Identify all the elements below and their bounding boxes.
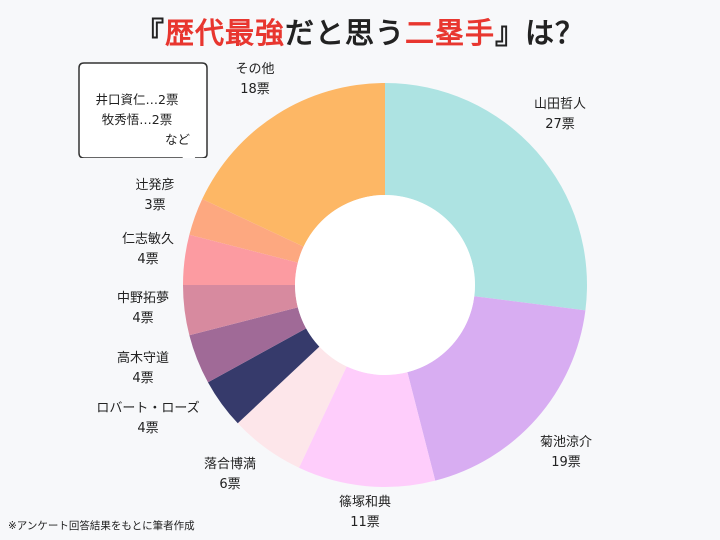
donut-slice — [183, 234, 298, 285]
slice-value-label: 18票 — [240, 82, 270, 97]
title-highlight-1: 歴代最強 — [164, 16, 285, 50]
chart-title: 『歴代最強だと思う二塁手』は？ — [0, 10, 720, 52]
slice-label: 仁志敏久 — [122, 232, 174, 247]
callout-text: 井口資仁…2票 牧秀悟…2票 など — [80, 90, 194, 150]
donut-slice — [183, 285, 298, 336]
donut-slice — [237, 346, 347, 468]
donut-slice — [202, 82, 385, 247]
title-suffix: 』は？ — [495, 16, 586, 50]
slice-value-label: 4票 — [132, 311, 153, 326]
donut-slice — [407, 296, 586, 481]
slice-value-label: 19票 — [551, 455, 581, 470]
slice-value-label: 4票 — [137, 421, 158, 436]
slice-label: 落合博満 — [204, 457, 256, 472]
donut-slice — [189, 307, 307, 383]
slice-value-label: 4票 — [137, 252, 158, 267]
slice-label: 高木守道 — [117, 350, 169, 366]
slice-value-label: 4票 — [132, 371, 153, 386]
title-prefix: 『 — [134, 16, 165, 50]
slice-label: ロバート・ローズ — [96, 400, 199, 416]
callout-line-2: 牧秀悟…2票 — [101, 112, 173, 127]
title-middle: だと思う — [284, 16, 405, 50]
slice-value-label: 6票 — [219, 477, 240, 492]
donut-slice — [298, 366, 436, 487]
slice-label: その他 — [235, 62, 274, 77]
slice-label: 菊池涼介 — [540, 435, 592, 450]
slice-label: 山田哲人 — [534, 97, 586, 112]
callout-line-1: 井口資仁…2票 — [95, 92, 179, 107]
slice-label: 篠塚和典 — [339, 495, 391, 510]
donut-slice — [207, 328, 320, 424]
slice-value-label: 11票 — [350, 515, 380, 530]
donut-hole — [295, 195, 475, 375]
callout-line-3: など — [164, 132, 190, 147]
slice-label: 中野拓夢 — [117, 291, 169, 306]
footnote: ※アンケート回答結果をもとに筆者作成 — [8, 520, 195, 532]
slice-value-label: 3票 — [144, 198, 165, 213]
donut-slice — [385, 83, 587, 311]
callout-bubble — [78, 62, 208, 158]
slice-value-label: 27票 — [545, 117, 575, 132]
title-highlight-2: 二塁手 — [405, 16, 496, 50]
donut-slice — [189, 198, 304, 263]
slice-label: 辻発彦 — [135, 177, 174, 193]
